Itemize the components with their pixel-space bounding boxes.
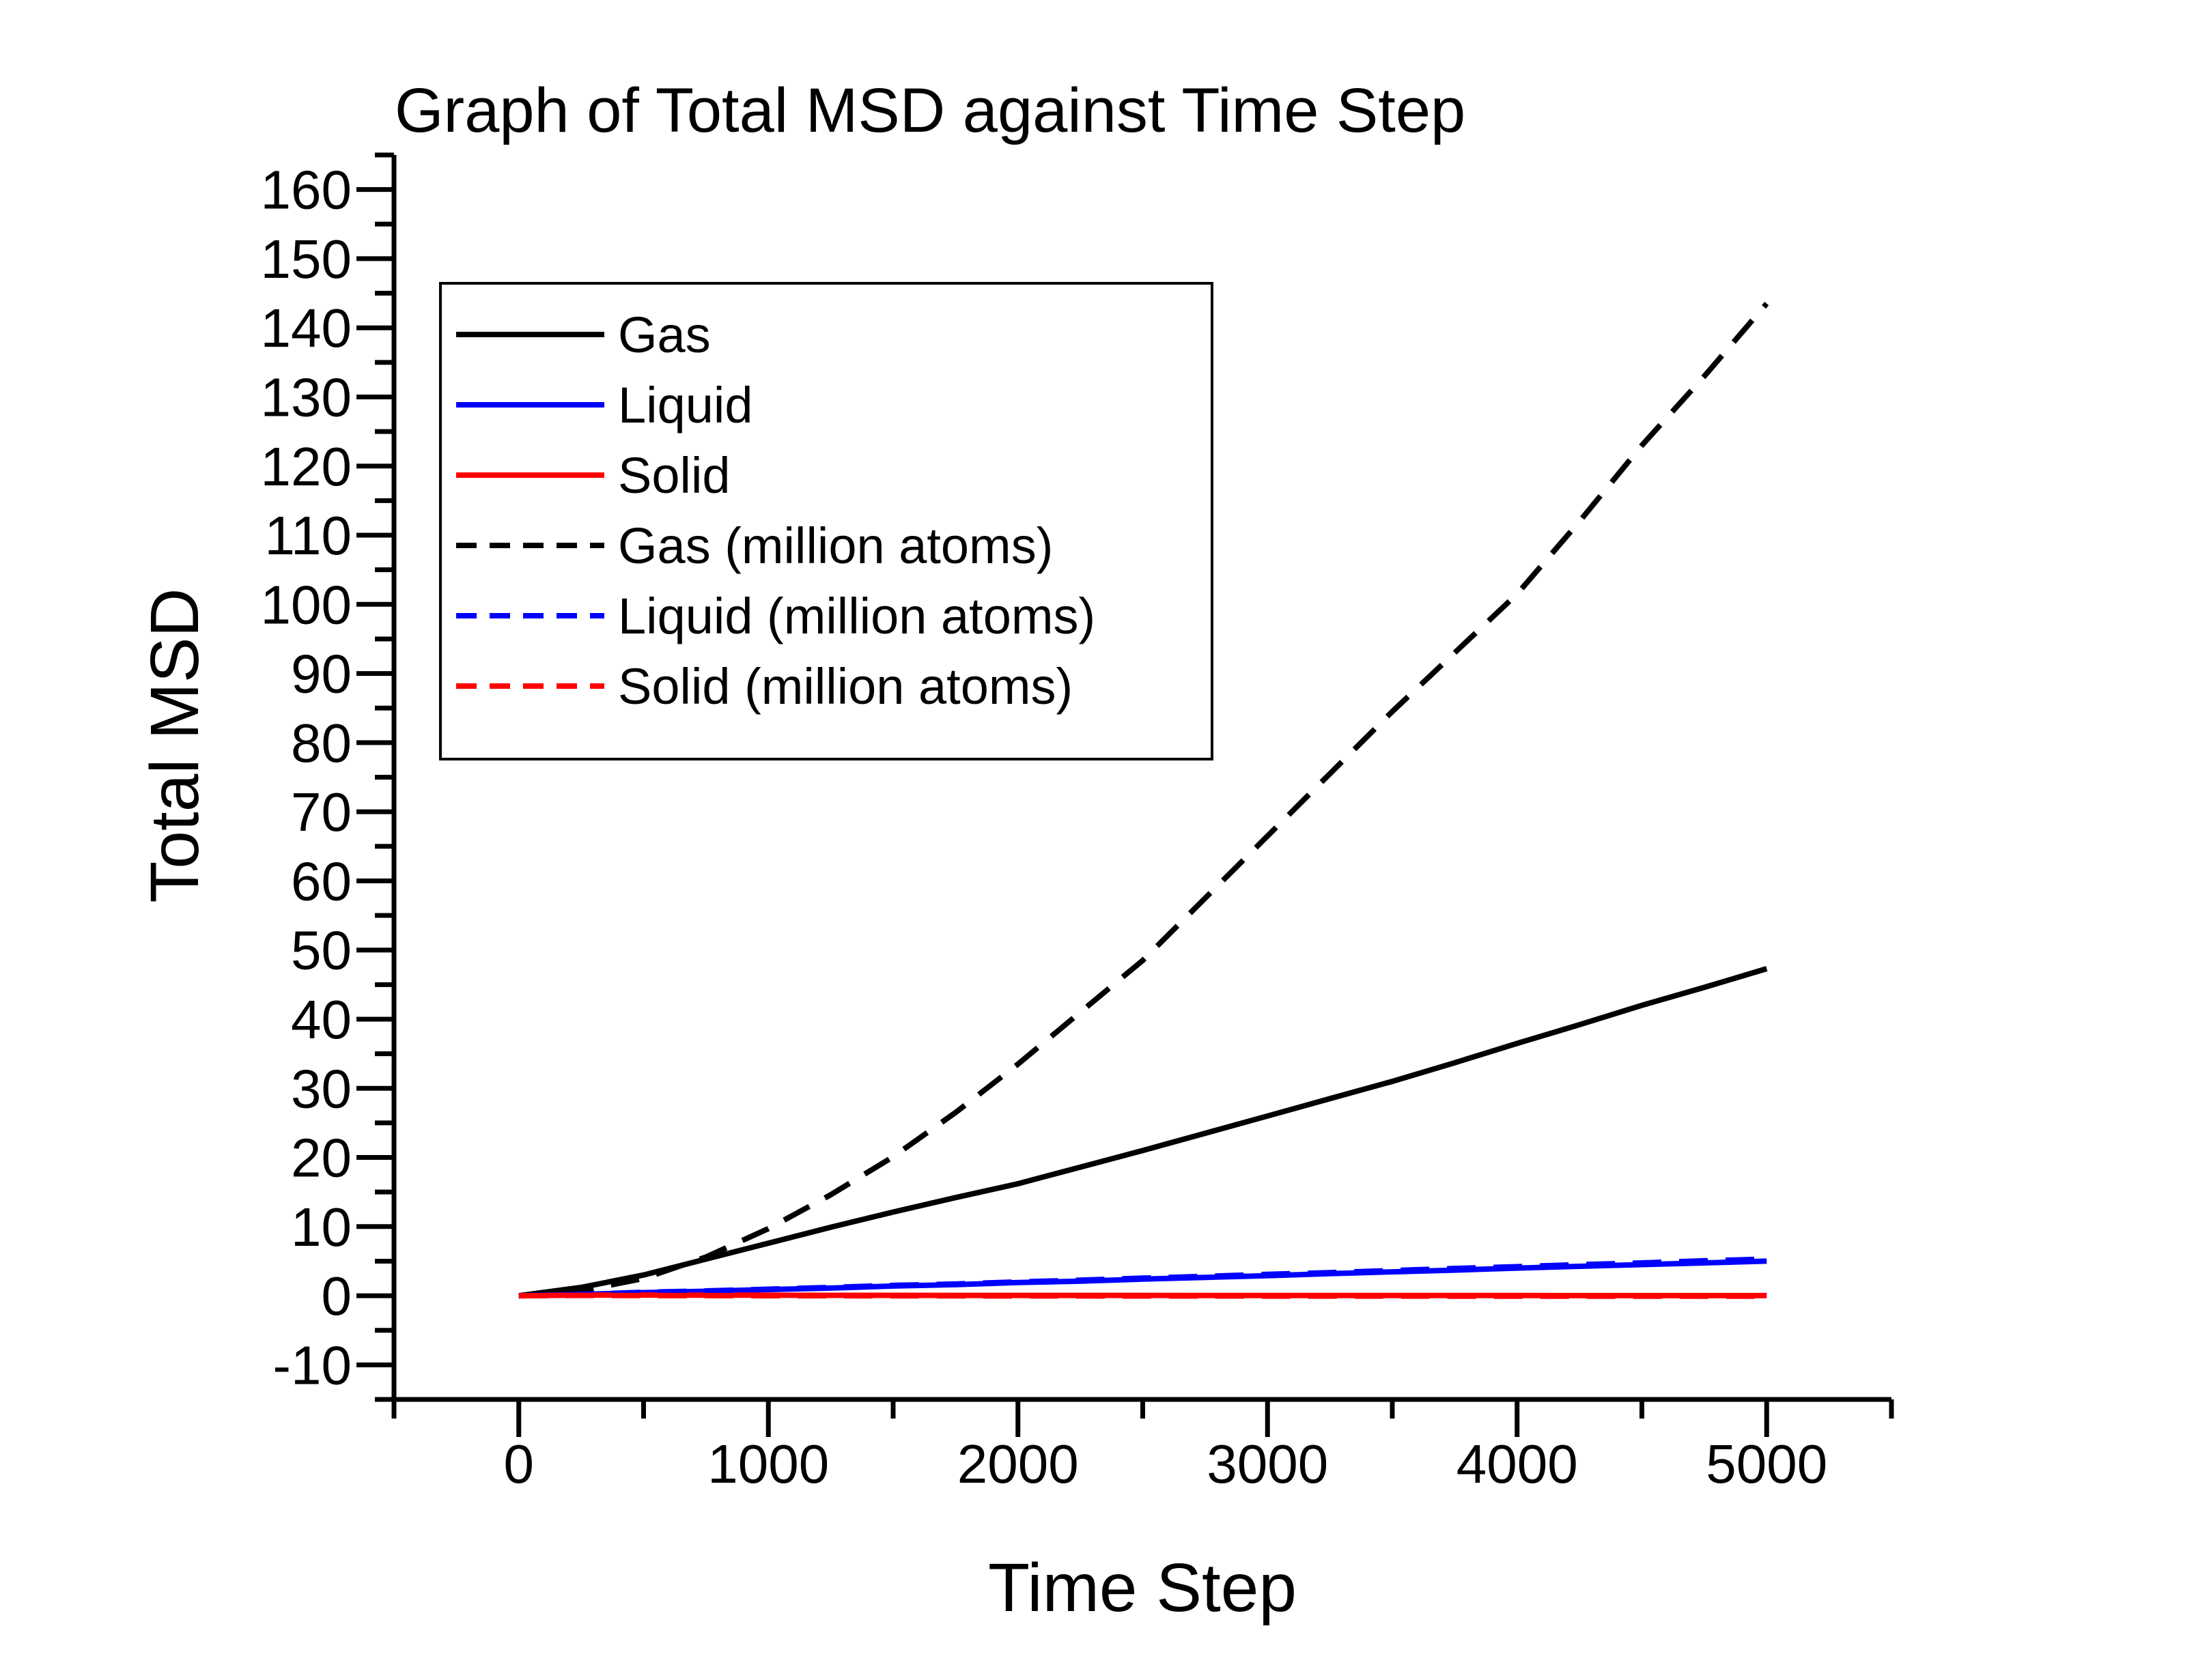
- series-line-gas-million-atoms: [518, 302, 1769, 1299]
- x-tick-label: 4000: [1456, 1434, 1578, 1494]
- legend-entry-label: Gas: [618, 307, 711, 363]
- y-tick-label: 120: [261, 436, 352, 497]
- series-line-liquid-million-atoms: [518, 1256, 1767, 1299]
- y-tick-label: 0: [322, 1266, 352, 1326]
- y-tick-label: 90: [291, 644, 352, 704]
- y-tick-label: 100: [261, 574, 352, 635]
- legend-entry: Liquid (million atoms): [456, 588, 1095, 644]
- y-tick-label: 160: [261, 160, 352, 220]
- y-tick-label: 150: [261, 229, 352, 289]
- y-axis-label: Total MSD: [137, 588, 213, 902]
- y-tick-label: 130: [261, 367, 352, 427]
- series-lines: [518, 302, 1769, 1299]
- y-tick-label: 20: [291, 1128, 352, 1188]
- legend: Gas Liquid Solid Gas (million atoms) Liquid …: [439, 282, 1213, 760]
- legend-entry-label: Solid (million atoms): [618, 658, 1073, 715]
- legend-entry: Liquid: [456, 377, 753, 433]
- legend-entry-label: Gas (million atoms): [618, 517, 1053, 574]
- chart-title: Graph of Total MSD against Time Step: [395, 76, 1465, 145]
- y-tick-label: 110: [264, 505, 352, 566]
- x-tick-label: 0: [504, 1434, 535, 1494]
- x-tick-label: 1000: [707, 1434, 829, 1494]
- y-tick-label: 60: [291, 851, 352, 911]
- series-line-gas: [518, 966, 1768, 1299]
- x-axis-label: Time Step: [988, 1550, 1297, 1626]
- y-tick-label: 140: [261, 298, 352, 358]
- legend-entry: Gas: [456, 307, 711, 363]
- legend-entry-label: Liquid (million atoms): [618, 588, 1095, 644]
- x-tick-label: 3000: [1207, 1434, 1328, 1494]
- y-tick-label: 70: [291, 782, 352, 842]
- y-tick-label: -10: [272, 1335, 352, 1395]
- legend-entry-label: Solid: [618, 447, 731, 504]
- legend-entry: Solid (million atoms): [456, 658, 1073, 715]
- y-tick-label: 10: [291, 1197, 352, 1257]
- y-tick-label: 40: [291, 989, 352, 1050]
- axes: 0 1000 2000 3000 4000 5000 -10 0 10 20 30 40 50 60 70 8…: [261, 152, 1894, 1494]
- x-tick-label: 5000: [1706, 1434, 1827, 1494]
- legend-entry-label: Liquid: [618, 377, 753, 433]
- y-tick-label: 30: [291, 1058, 352, 1119]
- legend-box: [439, 282, 1213, 760]
- y-tick-label: 50: [291, 920, 352, 981]
- y-tick-label: 80: [291, 713, 352, 773]
- legend-entry: Solid: [456, 447, 731, 504]
- legend-entry: Gas (million atoms): [456, 517, 1053, 574]
- x-tick-label: 2000: [957, 1434, 1079, 1494]
